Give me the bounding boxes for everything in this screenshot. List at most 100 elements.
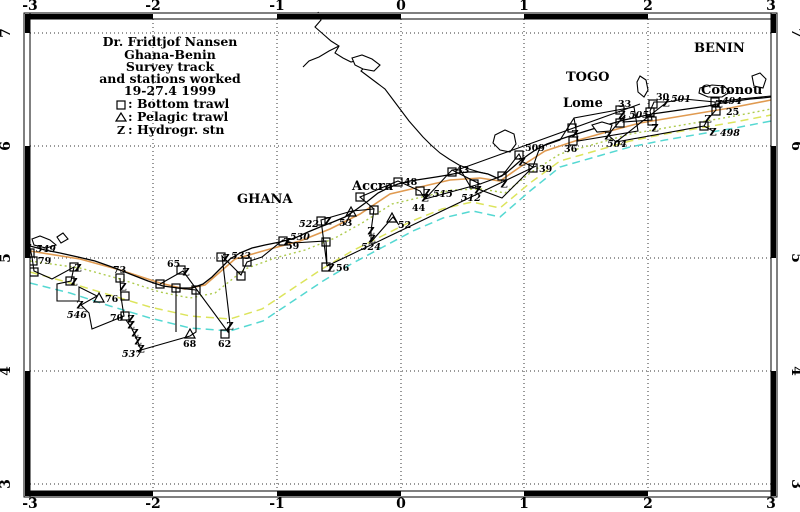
survey-track-leg — [29, 247, 125, 330]
bottom-trawl-symbol — [278, 236, 288, 246]
frame-stripe — [25, 146, 30, 258]
survey-track-leg — [451, 103, 641, 171]
hydrographic-station-symbol: Z — [226, 322, 233, 333]
hydrographic-station-symbol: Z — [368, 235, 375, 246]
station-label: 44 — [412, 203, 426, 214]
station-label: 73 — [113, 265, 126, 276]
hydrographic-station-symbol: Z — [715, 100, 722, 111]
station-label: 530 — [290, 232, 310, 243]
legend-pelagic-trawl-icon — [114, 111, 128, 122]
hydrographic-station-symbol: Z — [131, 329, 138, 340]
survey-track-leg — [326, 165, 537, 267]
x-axis-label-bottom: 2 — [643, 496, 653, 512]
bottom-trawl-symbol — [567, 123, 577, 133]
bottom-trawl-symbol — [369, 205, 379, 215]
station-label: 30 — [656, 92, 670, 103]
station-label: 522 — [299, 219, 319, 230]
x-axis-label-top: -1 — [269, 0, 285, 14]
y-axis-label-left: 7 — [0, 28, 14, 38]
station-label: 53 — [339, 218, 352, 229]
x-axis-label-bottom: 1 — [519, 496, 529, 512]
place-label-accra: Accra — [351, 179, 394, 194]
bottom-trawl-symbol — [316, 216, 326, 226]
lake-outline — [751, 72, 767, 89]
station-label: 48 — [404, 177, 418, 188]
legend-label: : Pelagic trawl — [128, 109, 229, 124]
title-line: Dr. Fridtjof Nansen — [103, 34, 238, 49]
x-axis-label-top: 3 — [766, 0, 776, 14]
x-axis-label-bottom: 3 — [766, 496, 776, 512]
x-axis-label-top: 1 — [519, 0, 529, 14]
x-axis-label-top: -2 — [145, 0, 161, 14]
legend-label: : Bottom trawl — [128, 96, 230, 111]
lake-outline — [492, 129, 517, 153]
bottom-trawl-symbol — [176, 265, 186, 275]
frame-stripe — [25, 14, 30, 33]
survey-track-leg — [607, 101, 669, 143]
y-axis-label-left: 4 — [0, 366, 14, 376]
station-label: 36 — [564, 144, 578, 155]
station-label: 549 — [36, 244, 56, 255]
bottom-trawl-symbol — [497, 171, 507, 181]
frame-stripe — [25, 371, 30, 484]
hydrographic-station-symbol: Z — [182, 268, 189, 279]
hydrographic-station-symbol: Z — [327, 264, 334, 275]
place-label-benin: BENIN — [694, 41, 745, 56]
station-label: 512 — [461, 193, 481, 204]
frame-stripe — [30, 14, 153, 19]
lake-outline — [591, 121, 613, 133]
station-label: 70 — [110, 313, 124, 324]
legend-hydrographic-icon: Z — [117, 124, 125, 137]
station-label: 515 — [433, 189, 453, 200]
bottom-trawl-symbol — [236, 271, 246, 281]
lake-outline — [636, 75, 649, 98]
bottom-trawl-symbol — [321, 262, 331, 272]
bottom-trawl-symbol — [65, 276, 75, 286]
map-frame — [23, 12, 778, 498]
survey-track-leg — [459, 166, 534, 199]
station-label: 504 — [607, 139, 627, 150]
station-label: 56 — [336, 263, 350, 274]
pelagic-trawl-symbol — [183, 327, 197, 339]
legend-bottom-trawl-icon — [116, 100, 126, 110]
frame-inner — [29, 18, 772, 492]
bottom-trawl-symbol — [615, 105, 625, 115]
hydrographic-station-symbol: Z — [662, 99, 669, 110]
survey-track-leg — [479, 106, 639, 185]
y-axis-label-right: 7 — [788, 28, 800, 38]
bottom-trawl-symbol — [242, 257, 252, 267]
x-axis-label-top: -3 — [22, 0, 38, 14]
title-line: Ghana-Benin — [124, 47, 216, 62]
bottom-trawl-symbol — [321, 237, 331, 247]
hydrographic-station-symbol: Z — [70, 278, 77, 289]
survey-track-leg — [125, 287, 197, 351]
bottom-trawl-symbol — [216, 252, 226, 262]
x-axis-label-top: 2 — [643, 0, 653, 14]
hydrographic-station-symbol: Z — [518, 158, 525, 169]
y-axis-label-left: 3 — [0, 479, 14, 489]
station-label: 76 — [105, 294, 119, 305]
bottom-trawl-symbol — [568, 136, 578, 146]
hydrographic-station-symbol: Z — [704, 115, 711, 126]
station-label: 505 — [629, 110, 649, 121]
hydrographic-station-symbol: Z — [709, 128, 716, 139]
bottom-trawl-symbol — [355, 192, 365, 202]
bottom-trawl-symbol — [415, 186, 425, 196]
bottom-trawl-symbol — [447, 167, 457, 177]
frame-stripe — [524, 491, 648, 496]
place-label-togo: TOGO — [566, 70, 609, 85]
hydrographic-station-symbol: Z — [423, 189, 430, 200]
frame-stripe — [524, 14, 648, 19]
bottom-trawl-symbol — [514, 150, 524, 160]
hydrographic-station-symbol: Z — [618, 111, 625, 122]
title-line: Survey track — [126, 59, 215, 74]
station-label: 533 — [231, 251, 251, 262]
station-label: 62 — [218, 339, 231, 350]
hydrographic-station-symbol: Z — [76, 301, 83, 312]
bottom-trawl-symbol — [115, 273, 125, 283]
frame-stripe — [277, 491, 401, 496]
lake-outline — [56, 232, 69, 244]
